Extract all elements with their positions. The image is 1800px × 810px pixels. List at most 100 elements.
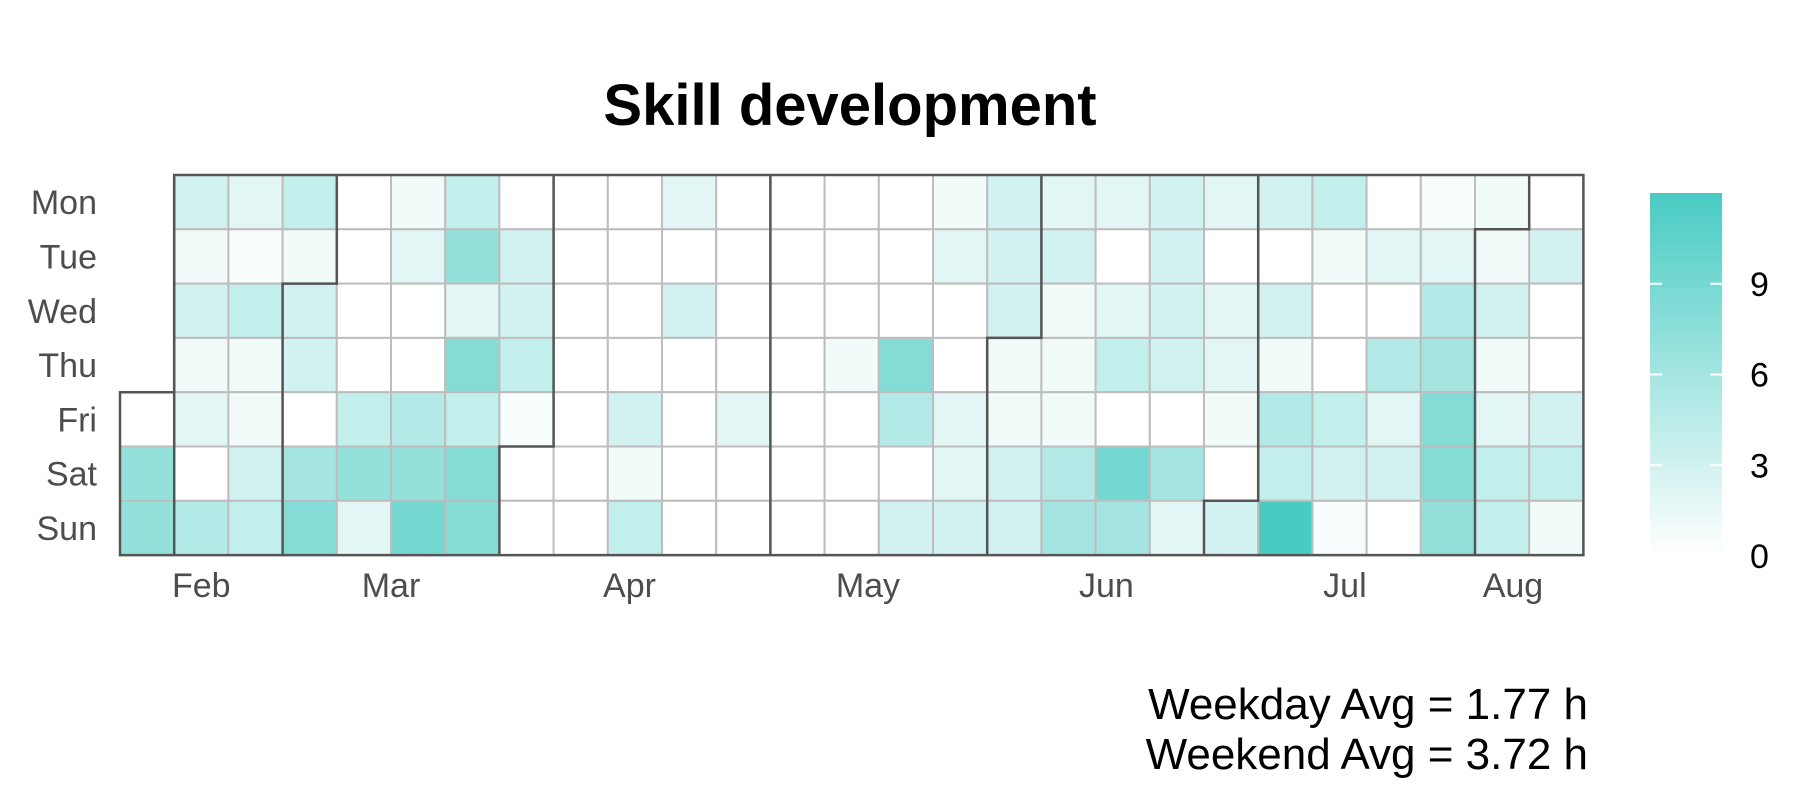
heatmap-cell <box>281 391 338 448</box>
heatmap-cell <box>823 499 880 557</box>
heatmap-cell <box>1094 391 1151 448</box>
heatmap-cell <box>1474 445 1531 502</box>
heatmap-cell <box>1040 282 1097 339</box>
heatmap-cell <box>1365 499 1422 557</box>
heatmap-cell <box>661 282 718 339</box>
heatmap-cell <box>1528 282 1585 339</box>
heatmap-cell <box>498 499 555 557</box>
heatmap-cell <box>1528 445 1585 502</box>
month-label: Apr <box>603 567 656 605</box>
heatmap-cell <box>1419 228 1477 285</box>
heatmap-cell <box>1257 282 1314 339</box>
heatmap-cell <box>281 336 338 394</box>
heatmap-cell <box>552 499 609 557</box>
heatmap-cell <box>1419 282 1477 339</box>
heatmap-cell <box>1203 499 1260 557</box>
heatmap-cell <box>335 445 392 502</box>
heatmap-cell <box>986 391 1043 448</box>
chart-title: Skill development <box>603 73 1097 138</box>
heatmap-cell <box>444 282 501 339</box>
month-boundary <box>498 175 555 556</box>
heatmap-cell <box>444 336 501 394</box>
heatmap-cell <box>1419 336 1477 394</box>
heatmap-cell <box>390 336 447 394</box>
heatmap-cell <box>1474 174 1531 231</box>
heatmap-cell <box>1419 174 1477 231</box>
month-label: Mar <box>362 567 421 605</box>
heatmap-cell <box>986 228 1043 285</box>
heatmap-cell <box>1311 499 1368 557</box>
heatmap-cell <box>1203 174 1260 231</box>
heatmap-cell <box>986 282 1043 339</box>
heatmap-cell <box>1528 391 1585 448</box>
heatmap-cell <box>823 174 880 231</box>
heatmap-cell <box>444 228 501 285</box>
month-label: May <box>836 567 900 605</box>
heatmap-cell <box>281 445 338 502</box>
heatmap-cell <box>1148 282 1206 339</box>
heatmap-cell <box>1257 391 1314 448</box>
heatmap-cell <box>1040 445 1097 502</box>
weekday-label: Wed <box>28 293 97 331</box>
heatmap-cell <box>606 282 663 339</box>
heatmap-cell <box>227 282 284 339</box>
heatmap-cell <box>823 391 880 448</box>
heatmap-cell <box>281 282 338 339</box>
heatmap-cell <box>823 228 880 285</box>
heatmap-cell <box>1365 336 1422 394</box>
heatmap-cell <box>769 282 826 339</box>
heatmap-cell <box>119 391 176 448</box>
heatmap-cell <box>1419 499 1477 557</box>
heatmap-cell <box>877 445 934 502</box>
heatmap-cell <box>552 282 609 339</box>
heatmap-cell <box>1528 336 1585 394</box>
heatmap-cell <box>606 499 663 557</box>
heatmap-cell <box>606 336 663 394</box>
heatmap-cell <box>877 499 934 557</box>
heatmap-cell <box>173 336 230 394</box>
heatmap-cell <box>932 391 989 448</box>
heatmap-cell <box>498 282 555 339</box>
heatmap-cell <box>227 336 284 394</box>
heatmap-outline <box>118 173 1585 557</box>
weekday-label: Fri <box>57 401 97 439</box>
heatmap-cell <box>1203 282 1260 339</box>
heatmap-cell <box>390 391 447 448</box>
heatmap-cell <box>552 445 609 502</box>
heatmap-cell <box>1040 228 1097 285</box>
heatmap-cell <box>335 336 392 394</box>
heatmap-cell <box>932 282 989 339</box>
heatmap-cell <box>769 228 826 285</box>
heatmap-cell <box>877 282 934 339</box>
month-label: Jun <box>1079 567 1134 605</box>
heatmap-cell <box>661 228 718 285</box>
heatmap-cell <box>932 499 989 557</box>
heatmap-cell <box>1257 445 1314 502</box>
heatmap-cell <box>932 228 989 285</box>
heatmap-cell <box>1257 228 1314 285</box>
heatmap-cell <box>1203 445 1260 502</box>
legend-tick-label: 6 <box>1750 357 1769 395</box>
heatmap-cell <box>1365 282 1422 339</box>
month-boundary <box>985 175 1043 556</box>
month-boundary <box>281 175 339 556</box>
heatmap-cell <box>552 336 609 394</box>
heatmap-cell <box>173 445 230 502</box>
heatmap-cell <box>390 174 447 231</box>
heatmap-cell <box>877 336 934 394</box>
heatmap-cell <box>1040 499 1097 557</box>
heatmap-cell <box>119 445 176 502</box>
heatmap-cell <box>1528 228 1585 285</box>
heatmap-cell <box>227 391 284 448</box>
heatmap-cell <box>1040 336 1097 394</box>
heatmap-cell <box>769 391 826 448</box>
weekday-average-label: Weekday Avg = 1.77 h <box>1148 680 1588 729</box>
heatmap-cell <box>281 499 338 557</box>
heatmap-cell <box>498 174 555 231</box>
weekday-label: Tue <box>40 238 97 276</box>
heatmap-cell <box>1094 228 1151 285</box>
heatmap-cell <box>715 499 772 557</box>
month-boundary <box>1202 175 1260 556</box>
legend-tick-label: 0 <box>1750 538 1769 576</box>
